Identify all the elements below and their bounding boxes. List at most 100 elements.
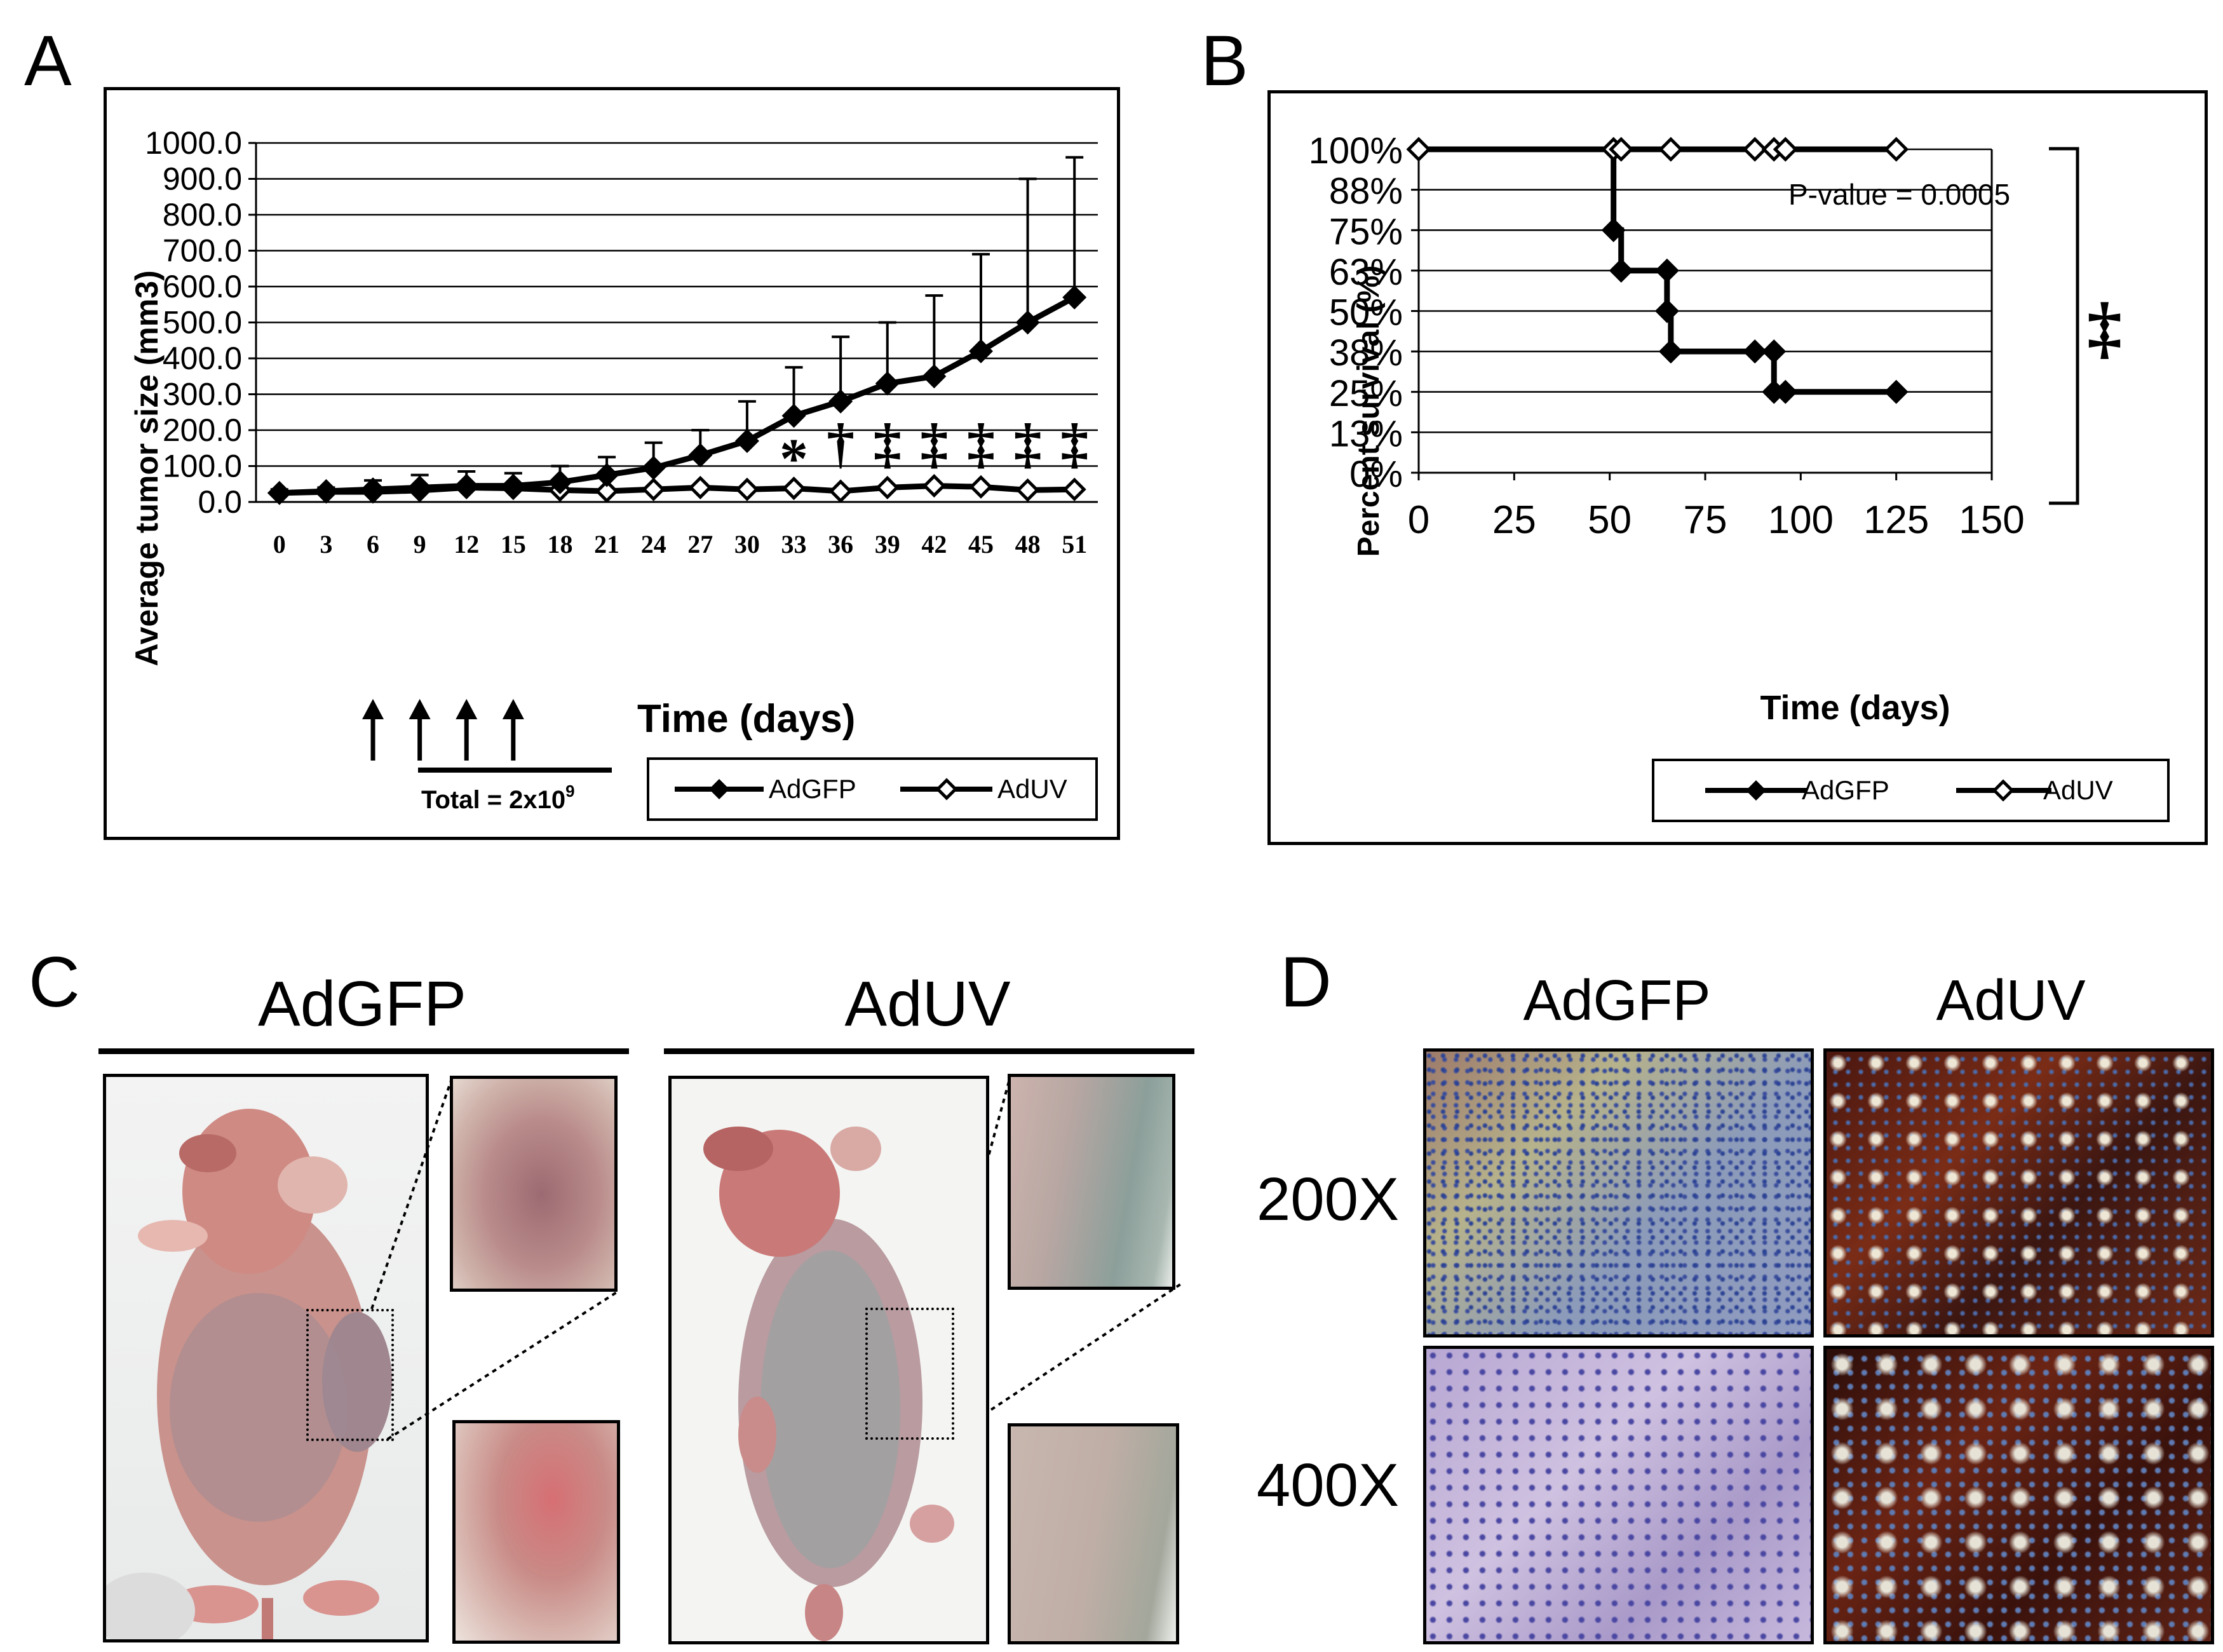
chart-a-point-adgfp [734,428,759,453]
chart-b-point-aduv [1742,137,1767,162]
chart-b-point-adgfp [1609,258,1633,283]
injection-arrowhead [362,699,384,719]
chart-a-ytick-label: 700.0 [163,233,242,269]
chart-a-ytick-label: 300.0 [163,377,242,412]
chart-a-point-adgfp [407,475,432,500]
chart-b-xtick-label: 0 [1408,498,1429,542]
chart-a-ytick-label: 800.0 [163,197,242,233]
chart-a-xtick-label: 45 [968,530,994,559]
chart-b-xtick-label: 25 [1492,498,1536,542]
legend-adgfp-marker [709,779,729,799]
significance-mark-b: ‡ [2087,288,2122,366]
chart-a-xtick-label: 24 [641,530,666,559]
chart-a-ytick-label: 100.0 [163,449,242,484]
chart-a-point-adgfp [875,371,900,396]
chart-b-point-adgfp [1658,339,1683,364]
dose-label: Total = 2x109 [421,782,575,814]
chart-a-point-aduv [969,475,993,499]
chart-a-xtick-label: 33 [781,530,807,559]
adgfp-zoom-box [306,1309,394,1441]
chart-a-xtick-label: 42 [921,530,947,559]
chart-a-ytick-label: 500.0 [163,305,242,341]
chart-a-significance-mark: ‡ [1014,413,1042,475]
chart-b-point-adgfp [1773,379,1798,404]
chart-a-point-aduv [735,477,759,501]
chart-b-frame: 0% 13% 25% 38% 50% 63% 75% 88% 100% 0 25 50 75 100 12… [1267,90,2208,845]
chart-a-legend: AdGFP AdUV [647,757,1098,821]
chart-a-point-aduv [922,474,946,498]
chart-b-point-adgfp [1762,339,1787,364]
chart-b-xtick-label: 125 [1863,498,1929,542]
chart-a-xtick-label: 51 [1062,530,1087,559]
chart-a-point-aduv [828,479,853,503]
chart-b-point-aduv [1773,137,1798,162]
panel-d-adgfp-title: AdGFP [1523,969,1711,1032]
chart-a-point-adgfp [688,443,713,468]
chart-b-y-axis-label: Percent survival (%) [1352,266,1386,557]
chart-b-point-adgfp [1884,379,1909,404]
chart-a-xtick-label: 18 [547,530,572,559]
chart-a-point-adgfp [314,479,339,504]
chart-a-ytick-label: 1000.0 [145,125,242,161]
chart-a-point-aduv [595,479,619,503]
chart-a-point-adgfp [595,463,619,487]
aduv-mouse-photo [668,1076,989,1644]
chart-b-xtick-label: 100 [1768,498,1834,542]
chart-a-significance-mark: ‡ [1060,413,1088,475]
panel-c-adgfp-title: AdGFP [258,968,466,1039]
aduv-zoom-box [865,1308,954,1440]
chart-a-y-axis-label: Average tumor size (mm3) [129,270,165,666]
panel-c-aduv-title: AdUV [844,968,1011,1039]
chart-b-ytick-label: 13% [1329,413,1403,454]
histology-aduv-400x [1823,1346,2214,1644]
chart-b-x-axis-label: Time (days) [1760,689,1950,727]
significance-bracket [2049,147,2079,505]
panel-d-aduv-title: AdUV [1936,969,2086,1032]
legend-b-adgfp-label: AdGFP [1802,775,1889,805]
chart-b-ytick-label: 38% [1329,332,1403,374]
chart-a-ytick-label: 400.0 [163,341,242,376]
chart-b-ytick-label: 88% [1329,171,1403,212]
injection-arrowhead [456,699,478,719]
chart-b-point-aduv [1884,137,1909,162]
histology-aduv-200x [1823,1048,2214,1337]
chart-a-ytick-label: 200.0 [163,412,242,448]
chart-a-significance-mark: ‡ [967,413,995,475]
chart-a-significance-mark: ‡ [920,413,948,475]
panel-c-aduv-rule [664,1048,1194,1054]
chart-b-xtick-label: 75 [1684,498,1727,542]
chart-a-point-adgfp [641,456,666,480]
chart-a-x-axis-label: Time (days) [637,697,855,741]
pvalue-label: P-value = 0.0005 [1788,178,2010,211]
chart-a-point-adgfp [922,364,947,389]
chart-b-point-adgfp [1654,299,1679,323]
panel-label-b: B [1201,21,1248,100]
chart-a-xtick-label: 27 [687,530,713,559]
chart-a-significance-mark: † [827,413,855,475]
chart-a-point-aduv [688,475,712,499]
chart-b-point-aduv [1609,137,1634,162]
histology-adgfp-400x [1423,1346,1814,1644]
chart-a-point-aduv [875,475,900,499]
injection-arrowhead [502,699,524,719]
chart-a-ytick-label: 900.0 [163,161,242,197]
chart-b-xtick-label: 50 [1588,498,1632,542]
panel-d-row-200x: 200X [1256,1165,1400,1233]
chart-a-point-aduv [781,476,806,501]
aduv-inset-bottom [1008,1423,1179,1644]
chart-a-point-aduv [1062,477,1086,501]
chart-b-point-aduv [1406,137,1431,162]
adgfp-inset-bottom [452,1420,620,1644]
chart-b-point-adgfp [1743,339,1767,364]
chart-b-point-adgfp [1601,218,1626,243]
chart-a-point-adgfp [454,473,479,498]
chart-a-significance-mark: ‡ [874,413,902,475]
chart-a-point-adgfp [1062,285,1087,309]
legend-adgfp-label: AdGFP [769,774,856,804]
legend-b-adgfp-marker [1746,780,1766,801]
chart-b-point-adgfp [1654,258,1679,283]
chart-b-ytick-label: 50% [1329,292,1403,334]
chart-a-xtick-label: 36 [828,530,853,559]
chart-a-point-adgfp [501,473,525,498]
chart-a-point-adgfp [781,403,806,428]
